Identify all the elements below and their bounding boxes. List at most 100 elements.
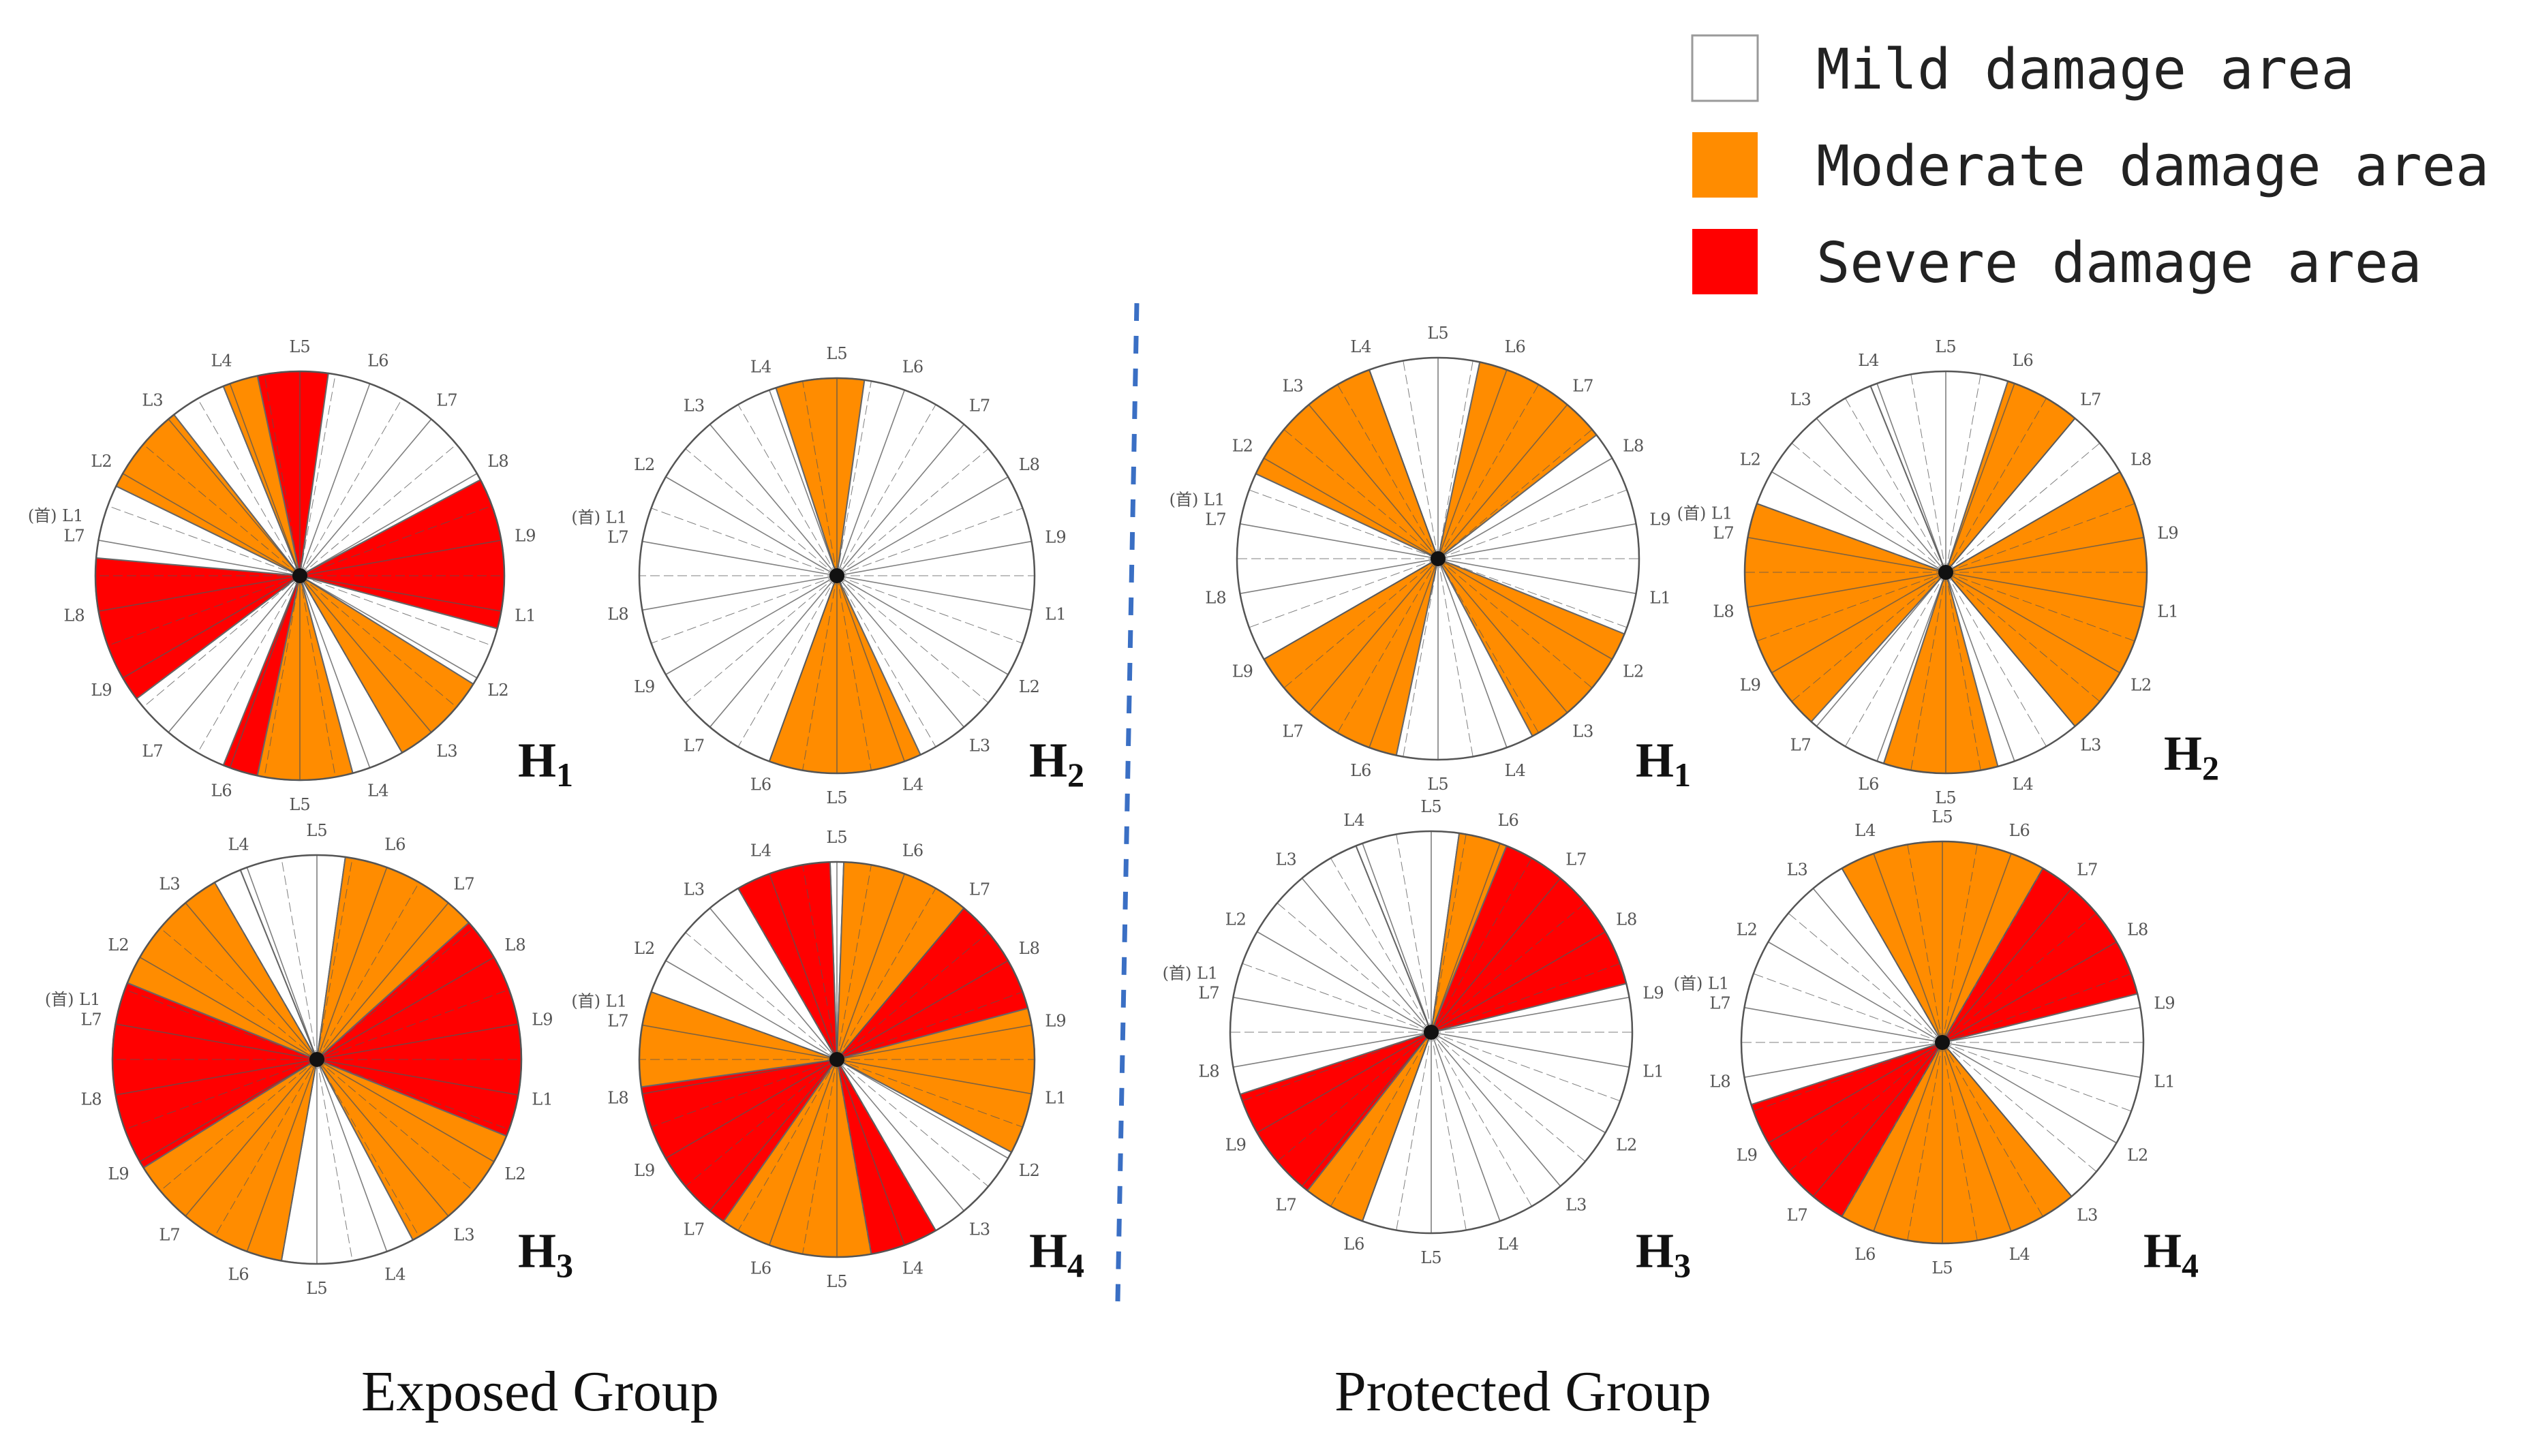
spoke-line bbox=[1942, 1042, 2012, 1232]
legend-label-moderate: Moderate damage area bbox=[1816, 134, 2489, 199]
spoke-line bbox=[1945, 572, 2100, 702]
spoke-line bbox=[1812, 1042, 1943, 1197]
ring-label: L7 bbox=[1565, 850, 1587, 869]
ring-label: L4 bbox=[750, 841, 771, 861]
spoke-line bbox=[802, 865, 838, 1060]
ring-label: L9 bbox=[91, 681, 112, 700]
ring-label: L8 bbox=[1709, 1072, 1730, 1091]
ring-label: L5 bbox=[1420, 1248, 1441, 1267]
ring-label: L6 bbox=[1350, 761, 1371, 780]
ring-label: L5 bbox=[826, 1272, 847, 1291]
spoke-line bbox=[107, 575, 301, 647]
ring-label: L8 bbox=[1713, 602, 1734, 621]
spoke-line bbox=[836, 404, 936, 576]
spoke-line bbox=[1791, 572, 1946, 702]
spoke-line bbox=[1308, 558, 1439, 713]
spoke-line bbox=[1283, 558, 1439, 688]
ring-label: L4 bbox=[2013, 775, 2034, 794]
ring-label: L2 bbox=[1232, 437, 1253, 456]
spoke-line bbox=[185, 902, 318, 1060]
ring-label: L5 bbox=[1427, 324, 1448, 343]
ring-label: L7 bbox=[159, 1225, 180, 1244]
spoke-line bbox=[1945, 572, 2047, 747]
spoke-line bbox=[1945, 572, 2120, 674]
legend-swatch-moderate bbox=[1692, 132, 1758, 198]
exposed-group-label: Exposed Group bbox=[361, 1360, 719, 1423]
ring-label: L2 bbox=[634, 455, 655, 474]
ring-label: L3 bbox=[436, 741, 457, 760]
ring-label: L1 bbox=[1045, 1089, 1066, 1108]
spoke-line bbox=[836, 991, 1023, 1060]
spoke-line bbox=[1431, 1032, 1467, 1230]
wheel-hub bbox=[292, 568, 307, 583]
spoke-line bbox=[1437, 558, 1508, 748]
spoke-line bbox=[1744, 1042, 1943, 1078]
ring-label: L7 bbox=[1572, 376, 1593, 395]
spoke-line bbox=[316, 1059, 420, 1237]
ring-label: L3 bbox=[969, 737, 990, 756]
ring-label: L8 bbox=[1623, 437, 1644, 456]
spoke-line bbox=[316, 1059, 495, 1162]
wheel-hub bbox=[1431, 551, 1446, 566]
ring-label: L5 bbox=[1935, 788, 1956, 807]
ring-label: L2 bbox=[1623, 662, 1644, 681]
ring-label: L7 bbox=[1198, 984, 1219, 1003]
ring-label: L5 bbox=[1427, 775, 1448, 794]
ring-label: L9 bbox=[2157, 524, 2178, 543]
spoke-line bbox=[836, 540, 1032, 576]
spoke-line bbox=[1431, 1032, 1630, 1068]
spoke-line bbox=[142, 444, 301, 576]
spoke-line bbox=[769, 1059, 838, 1245]
spoke-line bbox=[316, 1059, 519, 1096]
ring-label: L8 bbox=[2130, 450, 2152, 469]
spoke-line bbox=[737, 888, 838, 1060]
ring-label: L6 bbox=[902, 841, 923, 861]
ring-label: L7 bbox=[969, 396, 990, 415]
spoke-line bbox=[139, 957, 318, 1060]
ring-label-origin: (首) L1 bbox=[571, 992, 627, 1011]
ring-label: L7 bbox=[1787, 1206, 1808, 1225]
ring-label: L8 bbox=[487, 452, 508, 471]
spoke-line bbox=[159, 1059, 318, 1192]
ring-label: L4 bbox=[384, 1265, 406, 1284]
ring-label: L4 bbox=[211, 351, 232, 370]
ring-label: L5 bbox=[289, 795, 310, 814]
spoke-line bbox=[709, 1059, 838, 1211]
wheel-protected-h4: L5 L6 L7 L8 L9 L1 L2 L3 L4 L5 L6 L7 L9 L8 L7 L2 L3 L4 (首) … bbox=[1674, 807, 2199, 1284]
ring-label: L8 bbox=[1019, 455, 1040, 474]
spoke-line bbox=[1330, 1032, 1432, 1207]
spoke-line bbox=[122, 473, 301, 576]
spoke-line bbox=[1437, 558, 1473, 757]
ring-label: L3 bbox=[1565, 1196, 1587, 1215]
ring-label: L9 bbox=[515, 527, 536, 546]
spoke-line bbox=[316, 989, 510, 1060]
ring-label: L6 bbox=[750, 775, 771, 794]
wheel-outline bbox=[1236, 356, 1640, 761]
spoke-line bbox=[1264, 457, 1439, 559]
spoke-line bbox=[1756, 503, 1946, 573]
ring-label: L3 bbox=[969, 1220, 990, 1239]
wheel-hub bbox=[309, 1052, 324, 1067]
wheel-exposed-h1: L5 L6 L7 L8 L9 L1 L2 L3 L4 L5 L6 L7 L9 L8 L7 L2 L3 L4 (首) … bbox=[28, 337, 573, 814]
wheel-hub bbox=[1938, 565, 1953, 580]
spoke-line bbox=[107, 505, 301, 576]
spoke-line bbox=[299, 540, 502, 576]
ring-label: L2 bbox=[487, 681, 508, 700]
ring-label: L8 bbox=[63, 606, 85, 625]
ring-label: L9 bbox=[634, 1161, 655, 1180]
ring-label: L4 bbox=[1343, 811, 1364, 830]
ring-label: L7 bbox=[1790, 736, 1812, 755]
spoke-line bbox=[1945, 418, 2076, 573]
spoke-line bbox=[737, 404, 838, 576]
ring-label: L3 bbox=[684, 880, 705, 899]
wheel-hub bbox=[829, 568, 844, 583]
ring-label: L4 bbox=[1505, 761, 1526, 780]
spoke-line bbox=[246, 867, 318, 1060]
spoke-line bbox=[836, 575, 965, 728]
spoke-line bbox=[1431, 903, 1586, 1033]
spoke-line bbox=[1845, 398, 1946, 573]
spoke-line bbox=[1873, 853, 1943, 1043]
spoke-line bbox=[642, 540, 838, 576]
wheel-label-exposed-h1: H1 bbox=[518, 733, 573, 794]
spoke-line bbox=[316, 902, 449, 1060]
